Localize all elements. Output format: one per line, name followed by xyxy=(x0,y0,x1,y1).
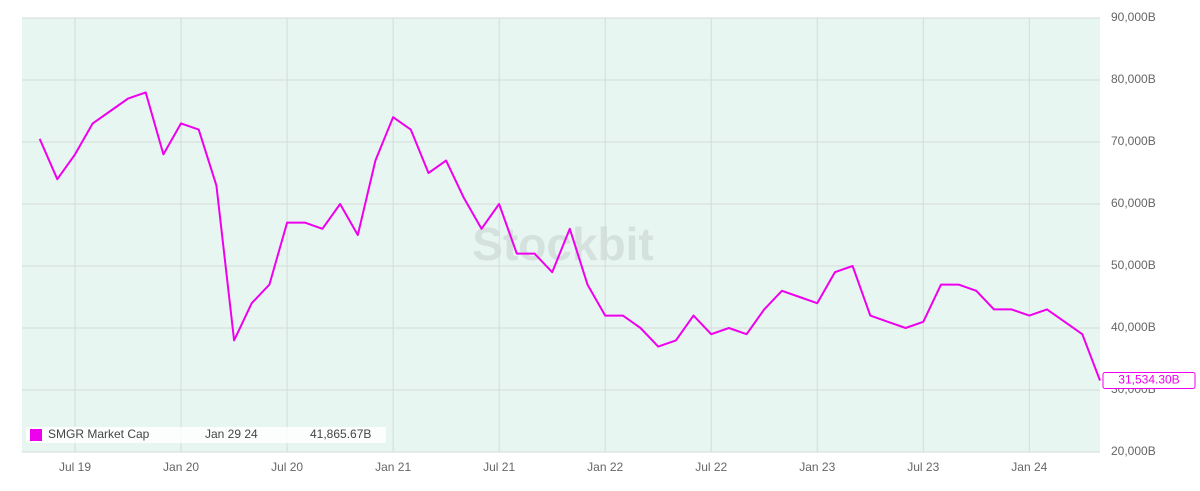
last-value-box xyxy=(1102,371,1196,389)
x-tick-label: Jan 20 xyxy=(163,460,199,474)
legend-bg xyxy=(26,427,386,443)
legend-label: SMGR Market Cap xyxy=(48,427,150,441)
legend-value: 41,865.67B xyxy=(310,427,371,441)
y-tick-label: 70,000B xyxy=(1111,134,1156,148)
x-tick-label: Jul 22 xyxy=(695,460,727,474)
legend-swatch xyxy=(30,429,42,441)
x-tick-label: Jul 21 xyxy=(483,460,515,474)
plot-area xyxy=(22,18,1100,452)
y-tick-label: 90,000B xyxy=(1111,10,1156,24)
y-tick-label: 50,000B xyxy=(1111,258,1156,272)
x-tick-label: Jan 24 xyxy=(1011,460,1047,474)
legend-date: Jan 29 24 xyxy=(205,427,258,441)
line xyxy=(38,91,1101,381)
y-tick-label: 40,000B xyxy=(1111,320,1156,334)
x-tick-label: Jul 20 xyxy=(271,460,303,474)
y-tick-label: 80,000B xyxy=(1111,72,1156,86)
y-tick-label: 20,000B xyxy=(1111,444,1156,458)
x-tick-label: Jan 23 xyxy=(799,460,835,474)
x-tick-label: Jan 22 xyxy=(587,460,623,474)
x-tick-label: Jan 21 xyxy=(375,460,411,474)
x-tick-label: Jul 23 xyxy=(907,460,939,474)
y-tick-label: 60,000B xyxy=(1111,196,1156,210)
last-value-label: 31,534.30B xyxy=(1118,373,1179,387)
x-tick-label: Jul 19 xyxy=(59,460,91,474)
